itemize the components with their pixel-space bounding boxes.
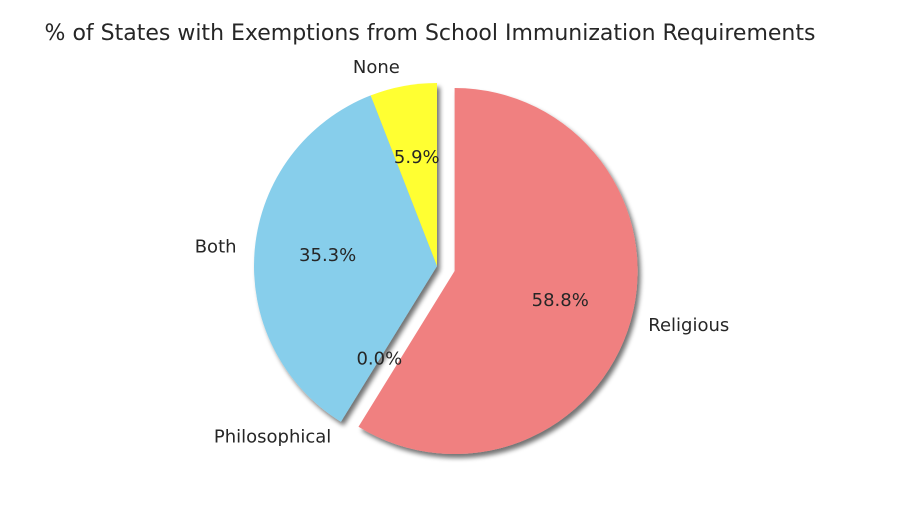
pct-label-philosophical: 0.0% xyxy=(356,348,402,369)
pct-label-none: 5.9% xyxy=(394,147,440,168)
pie-labels: Religious 58.8% Philosophical 0.0% Both 35.3%… xyxy=(195,57,730,447)
slice-label-both: Both xyxy=(195,237,237,258)
chart-title: % of States with Exemptions from School … xyxy=(45,21,816,46)
pie-slices xyxy=(253,83,638,454)
pct-label-both: 35.3% xyxy=(299,245,356,266)
slice-label-philosophical: Philosophical xyxy=(214,426,331,447)
pie-shadow-group xyxy=(253,83,638,454)
slice-label-religious: Religious xyxy=(648,315,729,336)
pie-slice-both xyxy=(253,95,437,422)
pie-slice-none xyxy=(370,83,437,266)
pie-slice-religious xyxy=(358,87,638,454)
pct-label-religious: 58.8% xyxy=(532,290,589,311)
slice-label-none: None xyxy=(353,57,400,78)
